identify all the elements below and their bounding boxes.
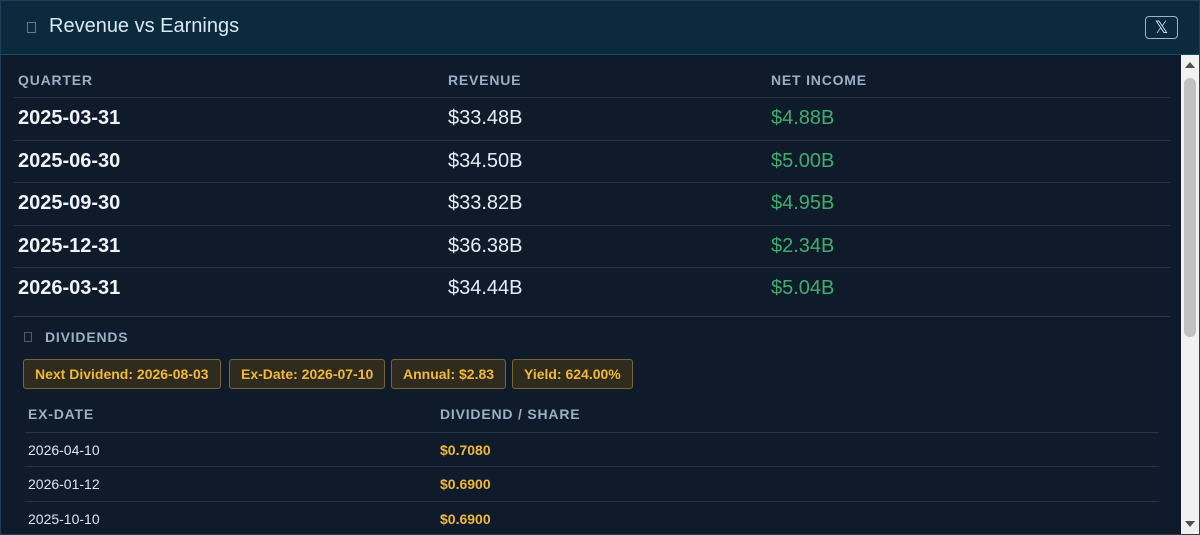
column-header-dividend-per-share: DIVIDEND / SHARE: [440, 406, 581, 422]
ex-date-cell: 2025-10-10: [28, 511, 100, 527]
quarter-cell: 2025-09-30: [18, 192, 121, 214]
close-button[interactable]: 𝕏: [1145, 16, 1178, 39]
quarter-cell: 2025-03-31: [18, 107, 121, 129]
ex-date-badge: Ex-Date: 2026-07-10: [229, 359, 386, 389]
revenue-cell: $33.48B: [448, 107, 523, 129]
revenue-cell: $33.82B: [448, 192, 523, 214]
revenue-cell: $34.50B: [448, 150, 523, 172]
revenue-cell: $36.38B: [448, 235, 523, 257]
scrollbar-thumb[interactable]: [1184, 78, 1196, 337]
column-header-revenue: REVENUE: [448, 72, 522, 88]
net-income-cell: $5.04B: [771, 277, 835, 299]
dividends-title: DIVIDENDS: [45, 329, 129, 345]
vertical-scrollbar[interactable]: [1181, 55, 1199, 534]
dividend-row: 2025-10-10 $0.6900: [25, 501, 1159, 534]
quarter-cell: 2025-12-31: [18, 235, 121, 257]
next-dividend-badge: Next Dividend: 2026-08-03: [23, 359, 221, 389]
scroll-up-arrow-icon[interactable]: [1185, 62, 1195, 68]
yield-badge: Yield: 624.00%: [512, 359, 633, 389]
table-row: 2025-03-31 $33.48B $4.88B: [13, 97, 1170, 140]
chart-icon: [27, 22, 36, 33]
modal-content: QUARTER REVENUE NET INCOME 2025-03-31 $3…: [1, 55, 1181, 534]
net-income-cell: $4.88B: [771, 107, 835, 129]
ex-date-cell: 2026-04-10: [28, 442, 100, 458]
dividend-amount-cell: $0.6900: [440, 511, 491, 527]
dividend-row: 2026-04-10 $0.7080: [25, 432, 1159, 467]
modal-title: Revenue vs Earnings: [49, 15, 240, 37]
column-header-quarter: QUARTER: [18, 72, 93, 88]
annual-badge: Annual: $2.83: [391, 359, 507, 389]
column-header-ex-date: EX-DATE: [28, 406, 95, 422]
column-header-net-income: NET INCOME: [771, 72, 867, 88]
dividend-amount-cell: $0.6900: [440, 476, 491, 492]
ex-date-cell: 2026-01-12: [28, 476, 100, 492]
scroll-down-arrow-icon[interactable]: [1185, 521, 1195, 527]
dividend-row: 2026-01-12 $0.6900: [25, 466, 1159, 501]
net-income-cell: $2.34B: [771, 235, 835, 257]
dividends-section: DIVIDENDS Next Dividend: 2026-08-03 Ex-D…: [13, 316, 1170, 534]
table-row: 2026-03-31 $34.44B $5.04B: [13, 267, 1170, 310]
dividend-amount-cell: $0.7080: [440, 442, 491, 458]
quarter-cell: 2026-03-31: [18, 277, 121, 299]
table-row: 2025-09-30 $33.82B $4.95B: [13, 182, 1170, 225]
quarter-cell: 2025-06-30: [18, 150, 121, 172]
modal-header: Revenue vs Earnings 𝕏: [1, 1, 1199, 55]
net-income-cell: $5.00B: [771, 150, 835, 172]
net-income-cell: $4.95B: [771, 192, 835, 214]
table-row: 2025-12-31 $36.38B $2.34B: [13, 225, 1170, 268]
table-row: 2025-06-30 $34.50B $5.00B: [13, 140, 1170, 183]
revenue-cell: $34.44B: [448, 277, 523, 299]
dividend-icon: [24, 332, 32, 342]
